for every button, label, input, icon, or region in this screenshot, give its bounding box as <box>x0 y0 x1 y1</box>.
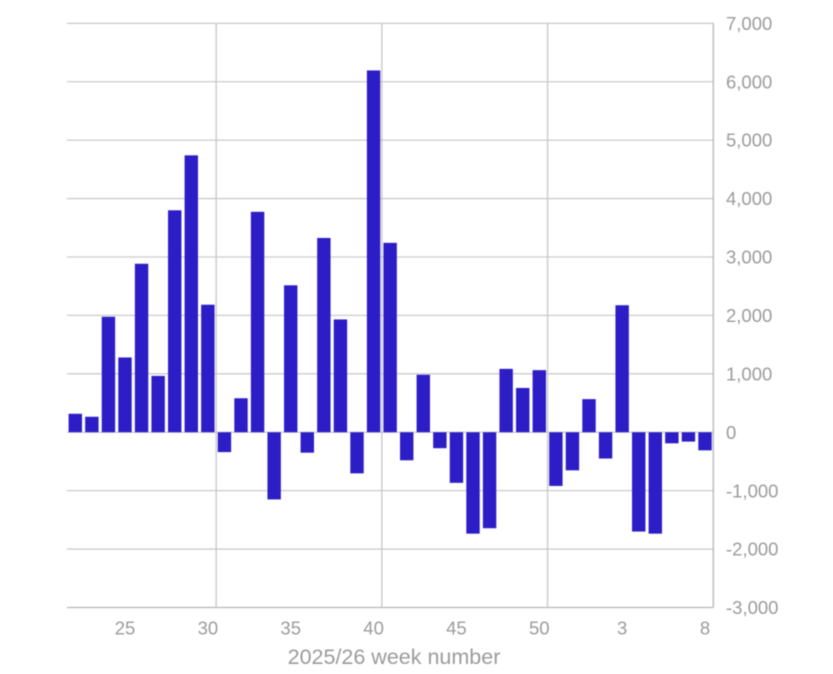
svg-text:30: 30 <box>198 618 219 639</box>
svg-text:-2,000: -2,000 <box>726 539 778 560</box>
svg-text:7,000: 7,000 <box>726 13 772 34</box>
svg-text:3,000: 3,000 <box>726 247 772 268</box>
svg-text:45: 45 <box>446 618 467 639</box>
svg-text:5,000: 5,000 <box>726 130 772 151</box>
svg-text:3: 3 <box>617 618 627 639</box>
svg-text:25: 25 <box>115 618 136 639</box>
svg-text:40: 40 <box>363 618 384 639</box>
svg-text:-3,000: -3,000 <box>726 597 778 618</box>
svg-text:8: 8 <box>700 618 710 639</box>
svg-text:50: 50 <box>529 618 550 639</box>
svg-text:4,000: 4,000 <box>726 188 772 209</box>
svg-text:35: 35 <box>280 618 301 639</box>
svg-text:0: 0 <box>726 422 736 443</box>
svg-text:2025/26 week number: 2025/26 week number <box>288 645 501 669</box>
svg-text:6,000: 6,000 <box>726 71 772 92</box>
svg-text:2,000: 2,000 <box>726 305 772 326</box>
svg-text:1,000: 1,000 <box>726 363 772 384</box>
svg-text:-1,000: -1,000 <box>726 480 778 501</box>
